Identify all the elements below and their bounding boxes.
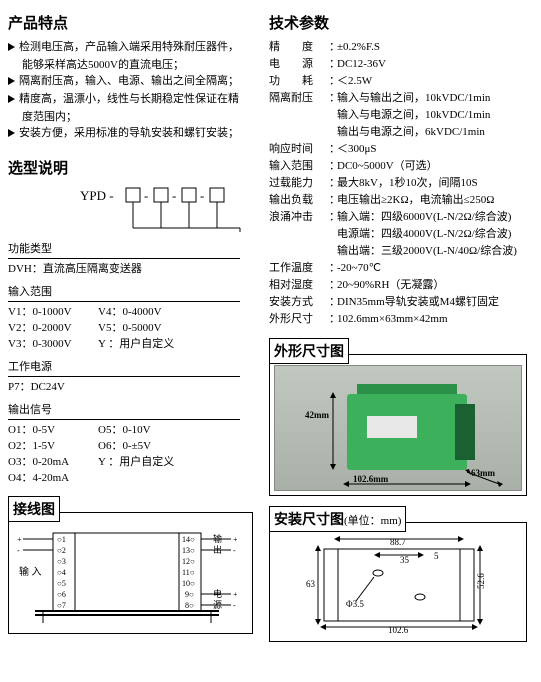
feature-3: 精度高，温漂小，线性与长期稳定性保证在精度范围内；	[8, 91, 253, 125]
install-title: 安装尺寸图(单位：mm)	[269, 506, 406, 532]
power-title: 工作电源	[8, 358, 240, 377]
svg-text:出: 出	[213, 544, 222, 555]
outline-title: 外形尺寸图	[269, 338, 349, 364]
func-type-body: DVH：直流高压隔离变送器	[8, 261, 253, 277]
spec-title: 技术参数	[269, 12, 527, 33]
svg-text:电: 电	[213, 588, 222, 599]
feature-4: 安装方便，采用标准的导轨安装和螺钉安装；	[8, 125, 253, 141]
features-title: 产品特点	[8, 12, 253, 33]
svg-text:-: -	[144, 188, 148, 203]
svg-text:-: -	[233, 546, 236, 555]
model-title: 选型说明	[8, 157, 253, 178]
svg-text:○4: ○4	[57, 568, 66, 577]
output-title: 输出信号	[8, 401, 240, 420]
svg-text:63: 63	[306, 579, 316, 589]
svg-text:输: 输	[213, 533, 222, 544]
svg-text:8○: 8○	[185, 601, 194, 610]
svg-text:-: -	[233, 601, 236, 610]
svg-text:+: +	[233, 590, 237, 599]
svg-text:35: 35	[400, 555, 410, 565]
svg-text:+: +	[233, 535, 237, 544]
power-body: P7：DC24V	[8, 379, 253, 395]
svg-text:12○: 12○	[182, 557, 195, 566]
wiring-diagram: ○1 ○2 ○3 ○4 ○5 ○6 ○7 14○ 13○ 12○ 11○ 10○ 9○ 8○ + - 输…	[8, 512, 253, 634]
wiring-title: 接线图	[8, 496, 60, 522]
feature-1: 检测电压高，产品输入端采用特殊耐压器件，能够采样高达5000V的直流电压；	[8, 39, 253, 73]
svg-text:+: +	[17, 535, 22, 544]
svg-text:-: -	[200, 188, 204, 203]
svg-text:○1: ○1	[57, 535, 66, 544]
svg-text:13○: 13○	[182, 546, 195, 555]
svg-text:○6: ○6	[57, 590, 66, 599]
svg-text:-: -	[17, 546, 20, 555]
svg-text:○5: ○5	[57, 579, 66, 588]
install-diagram: 88.7 35 5 Φ3.5 63 52.6 102.6	[269, 522, 527, 642]
feature-2: 隔离耐压高，输入、电源、输出之间全隔离；	[8, 73, 253, 89]
svg-text:○2: ○2	[57, 546, 66, 555]
svg-text:11○: 11○	[182, 568, 195, 577]
model-diagram: YPD - - - -	[8, 184, 253, 234]
model-prefix: YPD -	[80, 188, 114, 203]
svg-text:○7: ○7	[57, 601, 66, 610]
svg-text:5: 5	[434, 551, 439, 561]
svg-text:10○: 10○	[182, 579, 195, 588]
svg-text:输 入: 输 入	[19, 565, 42, 578]
svg-text:-: -	[172, 188, 176, 203]
output-body: O1：0-5VO5：0-10V O2：1-5VO6：0-±5V O3：0-20m…	[8, 422, 253, 486]
outline-diagram: 42mm 102.6mm 63mm	[269, 354, 527, 496]
svg-text:源: 源	[213, 600, 222, 610]
input-range-title: 输入范围	[8, 283, 240, 302]
spec-table: 精 度：±0.2%F.S 电 源：DC12-36V 功 耗：＜2.5W 隔离耐压…	[269, 39, 527, 328]
func-type-title: 功能类型	[8, 240, 240, 259]
svg-text:9○: 9○	[185, 590, 194, 599]
svg-text:○3: ○3	[57, 557, 66, 566]
svg-text:14○: 14○	[182, 535, 195, 544]
svg-text:52.6: 52.6	[476, 573, 486, 589]
svg-text:Φ3.5: Φ3.5	[346, 599, 364, 609]
input-range-body: V1：0-1000VV4：0-4000V V2：0-2000VV5：0-5000…	[8, 304, 253, 352]
